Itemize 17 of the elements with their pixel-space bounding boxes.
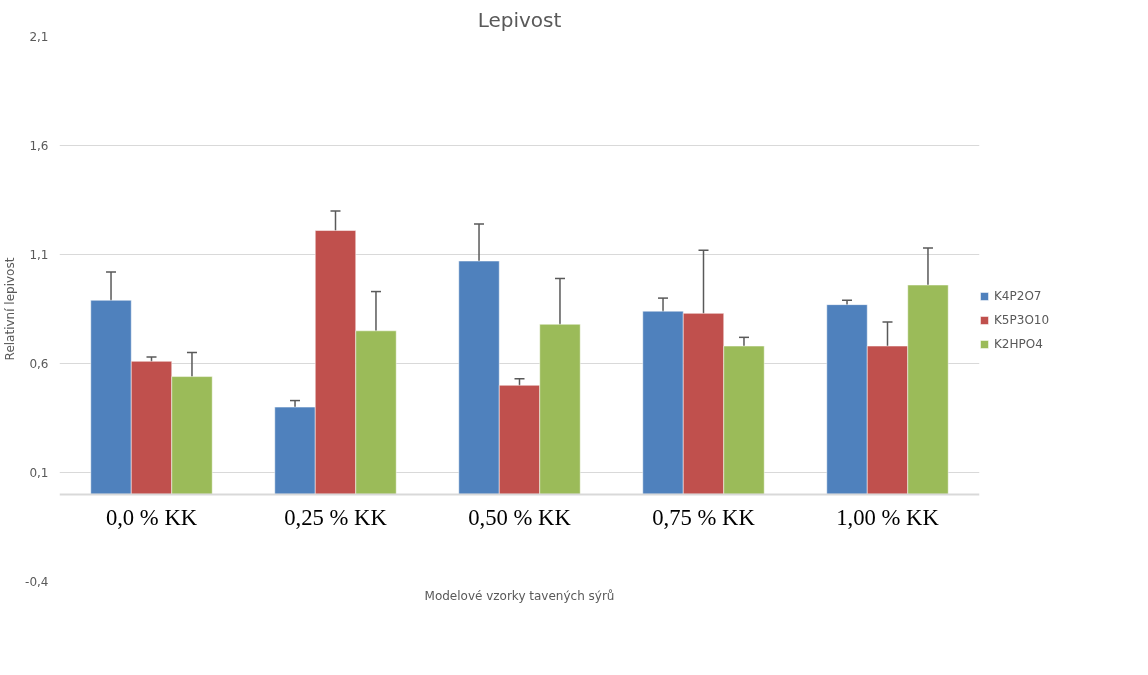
y-tick-label: 0,6	[29, 357, 49, 371]
x-tick-label: 0,25 % KK	[284, 505, 388, 531]
x-axis-title: Modelové vzorky tavených sýrů	[424, 588, 615, 603]
y-tick-label: 0,1	[29, 466, 49, 480]
y-tick-label: 1,6	[29, 139, 49, 153]
chart-title: Lepivost	[477, 7, 562, 32]
x-tick-label: 0,0 % KK	[105, 505, 198, 531]
x-tick-label: 1,00 % KK	[836, 505, 940, 531]
y-axis-title: Relativní lepivost	[3, 257, 18, 361]
y-tick-label: 2,1	[29, 30, 49, 44]
x-tick-label: 0,75 % KK	[652, 505, 756, 531]
y-tick-label: -0,4	[25, 575, 49, 589]
legend-label: K4P2O7	[994, 289, 1042, 303]
x-tick-label: 0,50 % KK	[468, 505, 572, 531]
y-tick-label: 1,1	[29, 248, 49, 262]
legend-label: K2HPO4	[994, 337, 1043, 351]
legend-label: K5P3O10	[994, 313, 1050, 327]
